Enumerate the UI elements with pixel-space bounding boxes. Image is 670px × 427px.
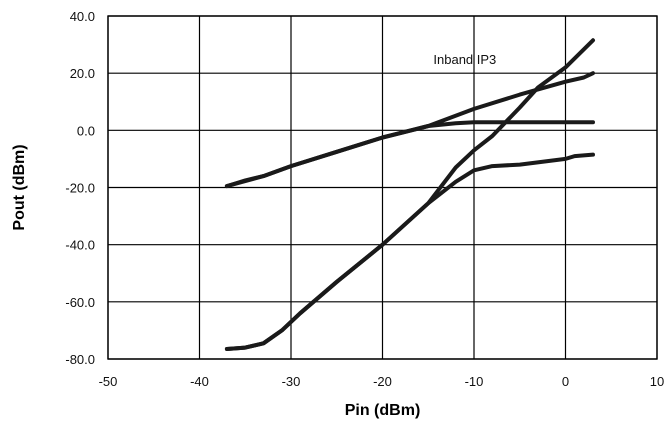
y-tick-label: 40.0 (70, 9, 95, 24)
annotations: Inband IP3 (433, 52, 496, 67)
series-line-2 (224, 71, 595, 189)
series-line-4 (224, 38, 595, 351)
y-tick-label: -20.0 (65, 181, 95, 196)
x-tick-label: -40 (190, 374, 209, 389)
x-tick-label: -20 (373, 374, 392, 389)
annotation-label: Inband IP3 (433, 52, 496, 67)
y-tick-label: 20.0 (70, 66, 95, 81)
series-group (224, 38, 595, 351)
y-tick-label: -60.0 (65, 295, 95, 310)
x-tick-label: -50 (99, 374, 118, 389)
x-tick-label: -30 (282, 374, 301, 389)
y-axis-title: Pout (dBm) (11, 144, 28, 230)
x-tick-label: -10 (465, 374, 484, 389)
x-axis-title: Pin (dBm) (345, 402, 421, 419)
plot-area-frame (107, 15, 658, 360)
grid-lines (107, 15, 658, 360)
x-tick-label: 0 (562, 374, 569, 389)
y-tick-labels: -80.0 -60.0 -40.0 -20.0 0.0 20.0 40.0 (65, 9, 95, 367)
y-tick-label: -40.0 (65, 238, 95, 253)
y-tick-label: 0.0 (77, 123, 95, 138)
series-line-3 (224, 152, 595, 351)
x-tick-labels: -50 -40 -30 -20 -10 0 10 (99, 374, 665, 389)
y-tick-label: -80.0 (65, 352, 95, 367)
x-tick-label: 10 (650, 374, 664, 389)
